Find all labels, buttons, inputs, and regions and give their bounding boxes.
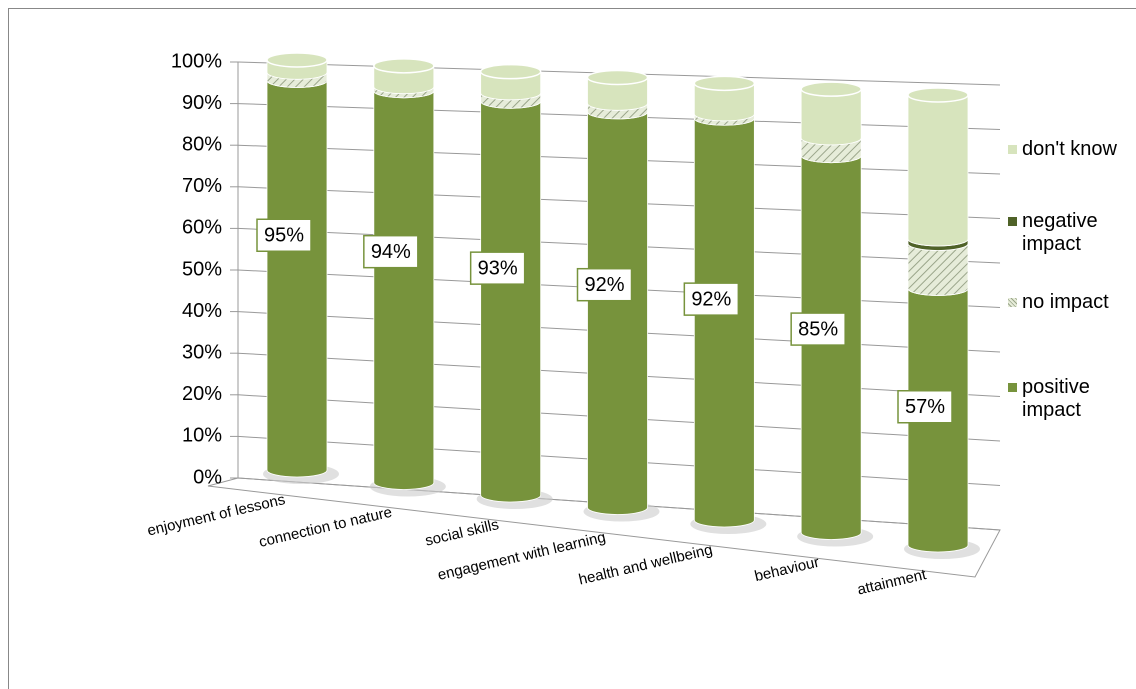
y-tick-label: 10%	[182, 425, 222, 447]
cylinder-top	[479, 63, 542, 80]
legend-label: don't know	[1022, 138, 1117, 160]
value-label: 92%	[691, 288, 731, 310]
y-tick-label: 0%	[193, 466, 222, 488]
value-label-box	[363, 234, 419, 269]
cylinder-top	[907, 87, 969, 103]
x-tick-label: social skills	[424, 516, 501, 549]
cylinder-segment	[266, 80, 328, 478]
x-tick-label: connection to nature	[257, 504, 393, 551]
legend-label: no impact	[1022, 291, 1109, 313]
y-tick-label: 90%	[182, 92, 222, 114]
value-label-box	[576, 267, 633, 302]
cylinder-segment	[907, 243, 969, 296]
value-label-box	[256, 218, 312, 252]
value-label: 85%	[798, 318, 838, 340]
cylinder-segment	[907, 94, 969, 247]
cylinder-top	[693, 75, 756, 92]
cylinder-top	[373, 58, 435, 74]
value-label-box	[790, 312, 846, 346]
value-label: 57%	[905, 396, 945, 418]
y-tick-label: 100%	[171, 50, 222, 72]
cylinder-top	[266, 52, 328, 68]
cylinder-segment	[373, 90, 435, 490]
legend-label: negative impact	[1022, 210, 1098, 255]
x-tick-label: attainment	[856, 566, 929, 599]
legend-label: positive impact	[1022, 376, 1090, 421]
y-tick-label: 60%	[182, 217, 222, 239]
value-label-box	[469, 251, 526, 285]
cylinder-segment	[693, 118, 755, 528]
cylinder-segment	[800, 89, 862, 146]
value-label-box	[897, 390, 953, 424]
cylinder-segment	[480, 101, 542, 503]
chart-frame	[8, 8, 1136, 689]
value-label: 95%	[264, 225, 304, 247]
cylinder-top	[800, 81, 862, 97]
legend-swatch	[1008, 298, 1017, 307]
cylinder-segment	[800, 155, 862, 540]
y-tick-label: 40%	[182, 300, 222, 322]
legend-swatch	[1008, 145, 1017, 154]
x-tick-label: behaviour	[753, 554, 821, 585]
y-tick-label: 80%	[182, 133, 222, 155]
cylinder-top	[586, 69, 649, 86]
y-tick-label: 50%	[182, 258, 222, 280]
y-tick-label: 70%	[182, 175, 222, 197]
value-label-box	[683, 282, 740, 316]
legend-swatch	[1008, 383, 1017, 392]
y-tick-label: 20%	[182, 383, 222, 405]
cylinder-segment	[587, 111, 648, 515]
y-tick-label: 30%	[182, 341, 222, 363]
value-label: 93%	[478, 257, 518, 279]
value-label: 94%	[371, 241, 411, 263]
value-label: 92%	[584, 274, 624, 296]
x-tick-label: health and wellbeing	[577, 541, 714, 588]
legend-swatch	[1008, 217, 1017, 226]
